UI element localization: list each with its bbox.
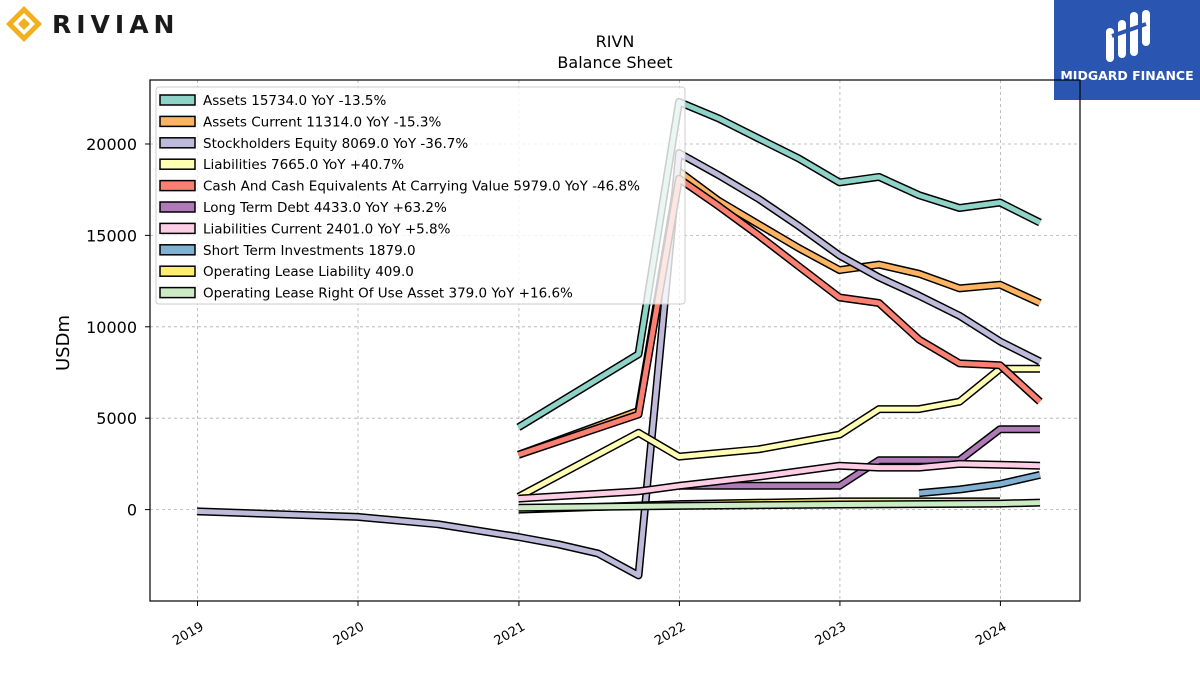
legend-label: Stockholders Equity 8069.0 YoY -36.7% bbox=[203, 136, 468, 152]
series-line bbox=[679, 425, 1040, 490]
plot-frame bbox=[149, 79, 1081, 602]
series-line-fill bbox=[517, 366, 1040, 500]
x-tick-label: 2024 bbox=[973, 619, 1009, 649]
legend-swatch bbox=[159, 137, 196, 149]
legend-label: Liabilities 7665.0 YoY +40.7% bbox=[203, 157, 404, 173]
legend-item: Operating Lease Liability 409.0 bbox=[159, 264, 414, 280]
legend-swatch bbox=[159, 265, 196, 277]
series-line-fill bbox=[196, 150, 1042, 578]
legend-label: Operating Lease Right Of Use Asset 379.0… bbox=[203, 286, 573, 302]
midgard-emblem-icon bbox=[1106, 10, 1150, 62]
chart-subtitle: Balance Sheet bbox=[557, 53, 672, 72]
y-axis-label: USDm bbox=[53, 315, 74, 371]
legend-item: Long Term Debt 4433.0 YoY +63.2% bbox=[159, 200, 447, 216]
rivian-wordmark: RIVIAN bbox=[52, 9, 180, 39]
y-tick-label: 5000 bbox=[96, 409, 137, 428]
legend-item: Cash And Cash Equivalents At Carrying Va… bbox=[159, 179, 640, 195]
legend-label: Liabilities Current 2401.0 YoY +5.8% bbox=[203, 221, 451, 237]
x-tick-label: 2021 bbox=[492, 619, 528, 649]
legend-label: Assets Current 11314.0 YoY -15.3% bbox=[203, 114, 442, 130]
legend-swatch bbox=[159, 94, 196, 106]
legend: Assets 15734.0 YoY -13.5% Assets Current … bbox=[155, 86, 686, 305]
legend-swatch bbox=[159, 201, 196, 213]
x-tick-label: 2023 bbox=[813, 619, 849, 649]
y-tick-label: 10000 bbox=[86, 318, 137, 337]
midgard-finance-name: MIDGARD FINANCE bbox=[1060, 68, 1194, 83]
legend-swatch bbox=[159, 244, 196, 256]
x-tick-label: 2020 bbox=[331, 619, 367, 649]
legend-label: Short Term Investments 1879.0 bbox=[203, 243, 416, 259]
legend-swatch bbox=[159, 222, 196, 235]
x-tick-label: 2019 bbox=[170, 619, 206, 649]
y-tick-label: 20000 bbox=[86, 135, 137, 154]
legend-item: Assets 15734.0 YoY -13.5% bbox=[159, 93, 387, 109]
legend-item: Operating Lease Right Of Use Asset 379.0… bbox=[159, 286, 573, 302]
series-line-fill bbox=[918, 472, 1041, 496]
legend-label: Assets 15734.0 YoY -13.5% bbox=[203, 93, 387, 109]
series-line-fill bbox=[518, 500, 1041, 511]
legend-label: Long Term Debt 4433.0 YoY +63.2% bbox=[203, 200, 447, 216]
series-line bbox=[518, 498, 1041, 512]
rivian-logo: RIVIAN bbox=[4, 4, 179, 44]
legend-swatch bbox=[159, 179, 196, 192]
rivian-diamond-icon bbox=[6, 6, 42, 42]
series-line bbox=[918, 470, 1041, 498]
y-tick-label: 15000 bbox=[86, 226, 137, 245]
legend-item: Liabilities 7665.0 YoY +40.7% bbox=[159, 157, 404, 173]
series-line-fill bbox=[518, 461, 1041, 502]
legend-label: Cash And Cash Equivalents At Carrying Va… bbox=[203, 179, 640, 195]
midgard-finance-logo: MIDGARD FINANCE bbox=[1054, 0, 1200, 100]
series-line bbox=[518, 459, 1041, 503]
x-tick-label: 2022 bbox=[652, 619, 688, 649]
legend-swatch bbox=[159, 115, 196, 128]
series-line-fill bbox=[679, 426, 1040, 489]
y-tick-label: 0 bbox=[127, 501, 137, 520]
series-line bbox=[196, 149, 1042, 580]
legend-item: Stockholders Equity 8069.0 YoY -36.7% bbox=[159, 136, 468, 152]
legend-item: Short Term Investments 1879.0 bbox=[159, 243, 416, 259]
series-line bbox=[516, 364, 1040, 501]
legend-swatch bbox=[159, 286, 196, 299]
legend-box bbox=[155, 86, 686, 305]
legend-label: Operating Lease Liability 409.0 bbox=[203, 264, 414, 280]
legend-item: Assets Current 11314.0 YoY -15.3% bbox=[159, 114, 442, 130]
legend-item: Liabilities Current 2401.0 YoY +5.8% bbox=[159, 221, 451, 237]
chart-title: RIVN bbox=[596, 32, 635, 51]
legend-swatch bbox=[159, 158, 196, 170]
